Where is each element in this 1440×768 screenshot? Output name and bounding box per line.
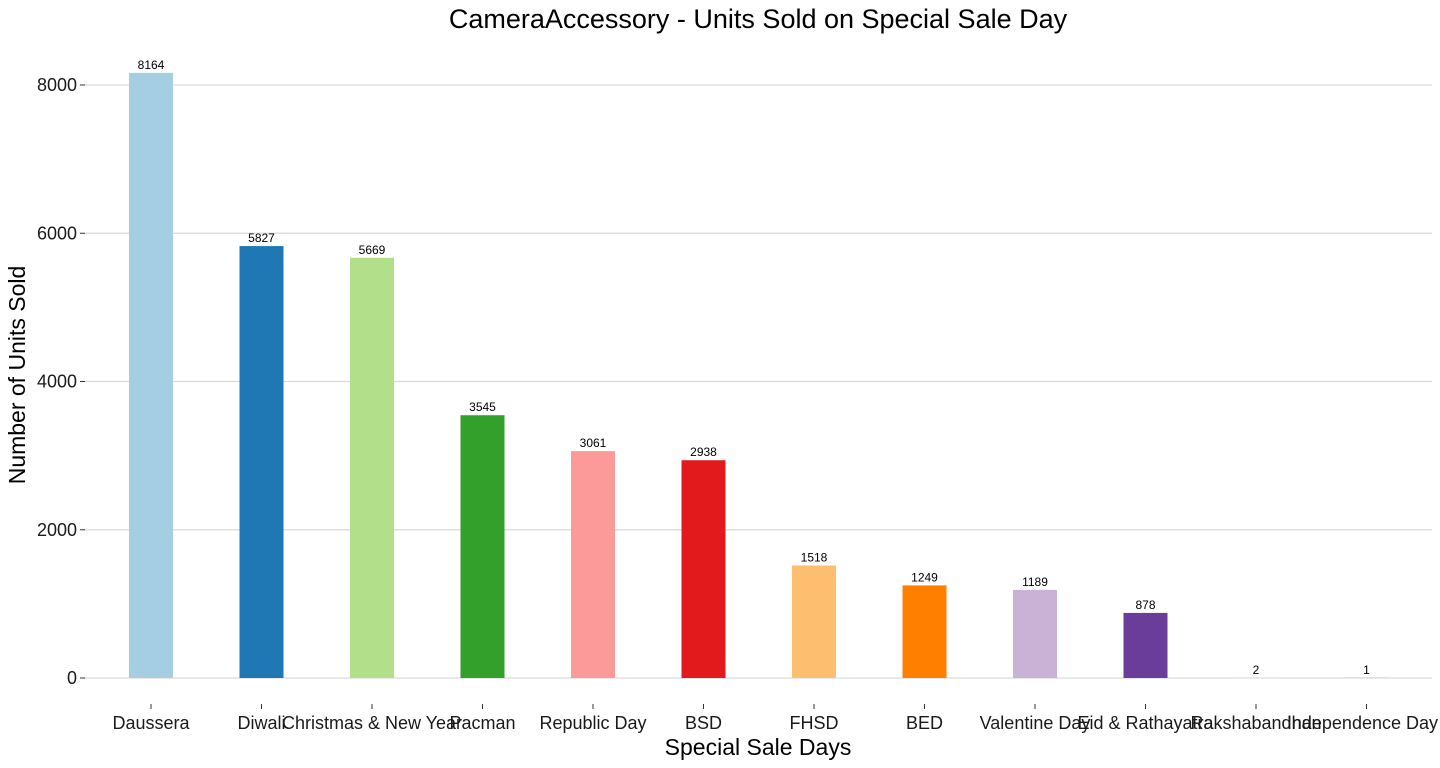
bar bbox=[1123, 612, 1168, 678]
bar bbox=[460, 415, 505, 678]
bar bbox=[129, 72, 173, 678]
bar bbox=[350, 257, 394, 678]
y-tick-label: 0 bbox=[67, 668, 77, 688]
bar-value-label: 878 bbox=[1135, 598, 1155, 612]
y-axis-title: Number of Units Sold bbox=[4, 266, 30, 485]
x-tick-label: Independence Day bbox=[1287, 713, 1438, 733]
x-tick-label: Republic Day bbox=[539, 713, 646, 733]
bar bbox=[792, 565, 836, 678]
bar-value-label: 2938 bbox=[690, 445, 717, 459]
x-axis-title: Special Sale Days bbox=[665, 734, 852, 760]
bar-value-label: 2 bbox=[1253, 663, 1260, 677]
x-tick-label: Daussera bbox=[112, 713, 190, 733]
x-tick-label: Diwali bbox=[237, 713, 285, 733]
bar-value-label: 3061 bbox=[580, 436, 607, 450]
bar bbox=[571, 451, 615, 678]
bar-value-label: 8164 bbox=[138, 58, 165, 72]
bar bbox=[1013, 589, 1057, 678]
x-tick-label: BED bbox=[906, 713, 943, 733]
x-tick-label: Pacman bbox=[449, 713, 515, 733]
bar-value-label: 1 bbox=[1363, 663, 1370, 677]
bar-value-label: 5669 bbox=[359, 243, 386, 257]
bar bbox=[239, 246, 284, 679]
bar-value-label: 1249 bbox=[911, 570, 938, 584]
y-tick-label: 6000 bbox=[37, 223, 77, 243]
bar bbox=[681, 460, 726, 678]
y-axis-ticks: 0 2000 4000 6000 8000 bbox=[37, 75, 85, 688]
bars bbox=[129, 72, 1389, 679]
chart-title: CameraAccessory - Units Sold on Special … bbox=[449, 4, 1068, 34]
bar-value-label: 1518 bbox=[801, 550, 828, 564]
bar bbox=[902, 585, 947, 678]
y-tick-label: 2000 bbox=[37, 520, 77, 540]
x-tick-label: BSD bbox=[685, 713, 722, 733]
bar-value-label: 5827 bbox=[248, 231, 275, 245]
bar-value-label: 3545 bbox=[469, 400, 496, 414]
gridlines bbox=[85, 84, 1432, 679]
bar-value-label: 1189 bbox=[1022, 575, 1048, 589]
x-tick-label: FHSD bbox=[790, 713, 839, 733]
x-tick-label: Valentine Day bbox=[980, 713, 1091, 733]
x-tick-label: Christmas & New Year bbox=[282, 713, 462, 733]
x-tick-label: Eid & Rathayatra bbox=[1077, 713, 1214, 733]
data-labels: 8164 5827 5669 3545 3061 2938 1518 1249 1189 878 2… bbox=[138, 58, 1371, 677]
x-tick-label: Rakshabandhan bbox=[1190, 713, 1321, 733]
y-tick-label: 8000 bbox=[37, 75, 77, 95]
y-tick-label: 4000 bbox=[37, 372, 77, 392]
